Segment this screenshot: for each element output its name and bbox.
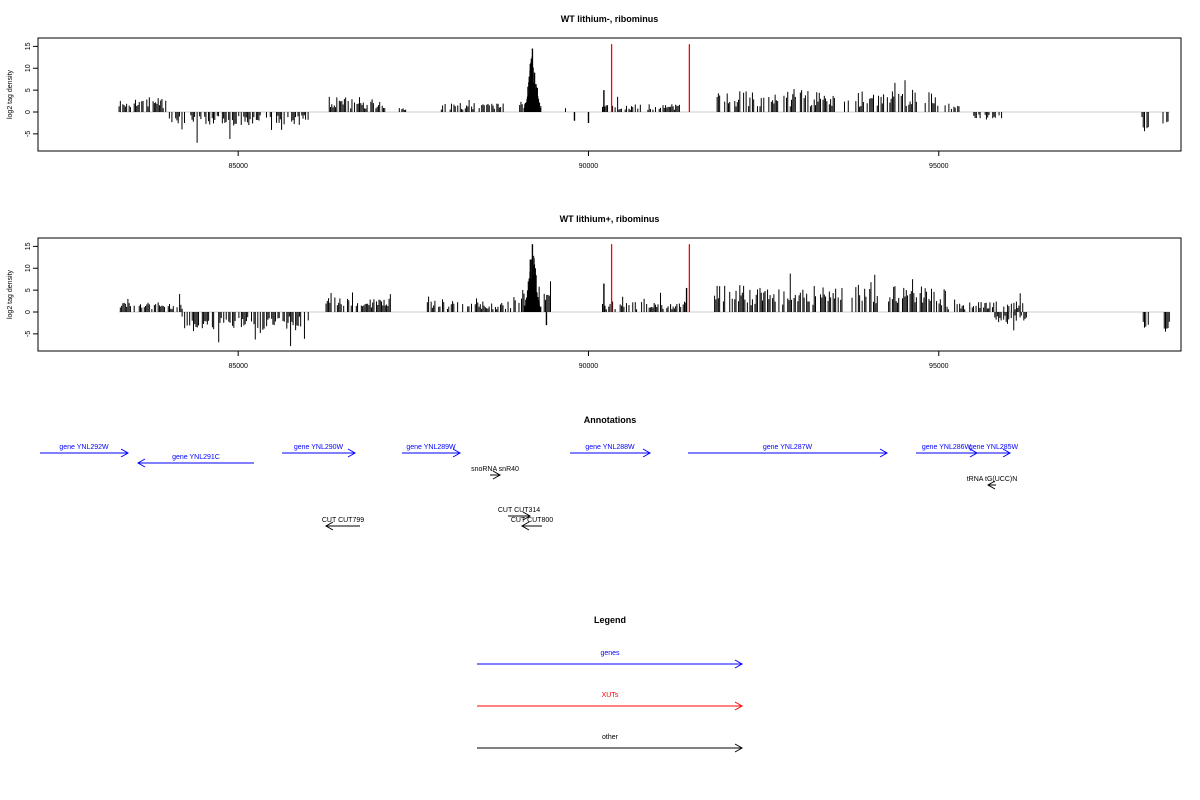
- chart-title: WT lithium+, ribominus: [560, 214, 660, 224]
- annotation-arrow-head: [120, 448, 130, 458]
- y-tick-label: 10: [25, 264, 32, 272]
- annotation-arrow-head: [492, 470, 502, 480]
- plot-frame: [37, 37, 1182, 152]
- plot-frame: [37, 237, 1182, 352]
- annotation-arrow-head: [452, 448, 462, 458]
- x-tick-label: 90000: [579, 363, 599, 370]
- y-tick-label: -5: [25, 331, 32, 337]
- annotation-arrow-head: [522, 511, 532, 521]
- legend-label: XUTs: [602, 692, 619, 699]
- x-tick-label: 85000: [228, 363, 248, 370]
- annotation-label: tRNA tG(UCC)N: [967, 476, 1018, 483]
- annotation-arrow-head: [879, 448, 889, 458]
- track-panel-lithium-minus: WT lithium-, ribominus 85000 90000 95000 -5 0…: [7, 14, 1182, 170]
- y-axis-label: log2 tag density: [7, 69, 14, 119]
- track-panel-lithium-plus: WT lithium+, ribominus 85000 90000 95000 -5 0…: [7, 214, 1182, 370]
- annotation-arrow-head: [1002, 448, 1012, 458]
- y-tick-label: 5: [25, 88, 32, 92]
- x-tick-label: 95000: [929, 163, 949, 170]
- y-tick-label: 15: [25, 42, 32, 50]
- y-tick-label: 0: [25, 310, 32, 314]
- annotation-label: CUT CUT314: [498, 507, 540, 514]
- annotation-label: gene YNL285W: [969, 444, 1019, 451]
- y-axis-label: log2 tag density: [7, 269, 14, 319]
- annotation-label: snoRNA snR40: [471, 466, 519, 473]
- annotation-arrow-head: [642, 448, 652, 458]
- annotation-label: gene YNL286W: [922, 444, 972, 451]
- annotation-arrow-head: [347, 448, 357, 458]
- y-tick-label: -5: [25, 131, 32, 137]
- annotations-panel: Annotations gene YNL292W gene YNL291C gene …: [40, 415, 1019, 531]
- annotation-label: gene YNL289W: [406, 444, 456, 451]
- legend-title: Legend: [594, 615, 626, 625]
- legend-panel: Legend genes XUTs other: [477, 615, 744, 753]
- y-tick-label: 5: [25, 288, 32, 292]
- annotation-arrow-head: [136, 458, 146, 468]
- x-tick-label: 90000: [579, 163, 599, 170]
- y-tick-label: 10: [25, 64, 32, 72]
- annotation-arrow-head: [986, 480, 996, 490]
- annotation-label: gene YNL292W: [59, 444, 109, 451]
- annotations-title: Annotations: [584, 415, 637, 425]
- x-tick-label: 95000: [929, 363, 949, 370]
- chart-title: WT lithium-, ribominus: [561, 14, 659, 24]
- annotation-label: CUT CUT800: [511, 517, 553, 524]
- legend-arrow-head: [734, 701, 744, 711]
- annotation-label: gene YNL291C: [172, 454, 220, 461]
- annotation-label: gene YNL287W: [763, 444, 813, 451]
- annotation-label: gene YNL288W: [585, 444, 635, 451]
- legend-arrow-head: [734, 659, 744, 669]
- legend-label: genes: [600, 650, 620, 657]
- annotation-label: CUT CUT799: [322, 517, 364, 524]
- y-tick-label: 15: [25, 242, 32, 250]
- annotation-arrow-head: [324, 521, 334, 531]
- annotation-label: gene YNL290W: [294, 444, 344, 451]
- legend-label: other: [602, 734, 619, 741]
- annotation-arrow-head: [520, 521, 530, 531]
- y-tick-label: 0: [25, 110, 32, 114]
- x-tick-label: 85000: [228, 163, 248, 170]
- legend-arrow-head: [734, 743, 744, 753]
